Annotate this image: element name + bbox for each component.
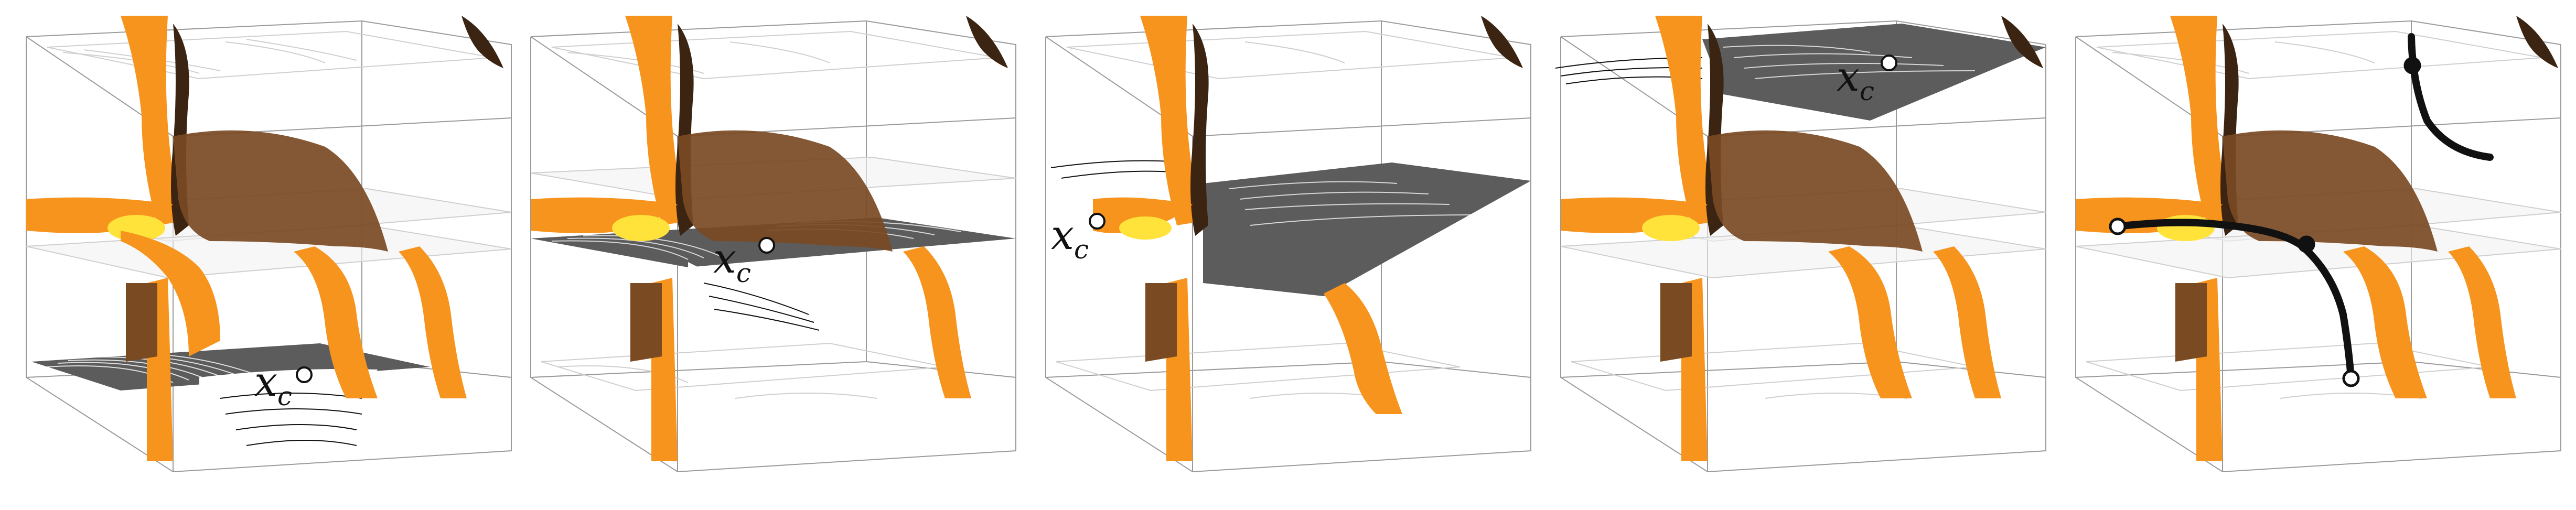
active-slice [31, 343, 430, 456]
panel-4-figure [1555, 16, 2046, 473]
contour-slice-bottom [1571, 342, 1976, 399]
surface [1561, 16, 2043, 461]
critical-point-label: xc [254, 359, 293, 411]
contour-slice-bottom [2086, 342, 2491, 399]
contour-slice-top [551, 30, 998, 80]
surface [1093, 16, 1523, 461]
path-start-marker [2109, 218, 2127, 235]
path-markers [2109, 57, 2421, 387]
bounding-box [530, 20, 1016, 473]
contour-slice-bottom [1056, 342, 1461, 399]
path-end-marker [2342, 370, 2360, 387]
panel-5-figure [2075, 16, 2561, 473]
bounding-box [1560, 20, 2046, 473]
panel-5 [2060, 0, 2575, 510]
path-junction-marker [2298, 235, 2315, 253]
surface [26, 16, 503, 461]
surface [531, 16, 1008, 461]
panel-4: xc [1545, 0, 2060, 510]
critical-point-marker [758, 237, 775, 254]
critical-point-label: xc [1837, 53, 1875, 106]
critical-point-marker [1089, 213, 1105, 230]
active-slice [1555, 24, 2046, 121]
panel-1-figure [26, 16, 512, 473]
critical-point-label: xc [713, 235, 752, 288]
critical-point-marker [1881, 55, 1897, 71]
contour-slice-bottom [541, 342, 946, 399]
panel-3: xc [1030, 0, 1545, 510]
panel-3-figure [1045, 16, 1531, 473]
critical-point-label: xc [1051, 212, 1089, 265]
panel-1: xc [0, 0, 515, 510]
critical-point-marker [296, 366, 313, 383]
contour-slice-top [1066, 30, 1513, 80]
path-upper-marker [2403, 57, 2421, 74]
contour-slice-top [2096, 30, 2543, 80]
panel-2: xc [515, 0, 1030, 510]
panel-2-figure [530, 16, 1016, 473]
contour-slice-top [47, 30, 493, 80]
